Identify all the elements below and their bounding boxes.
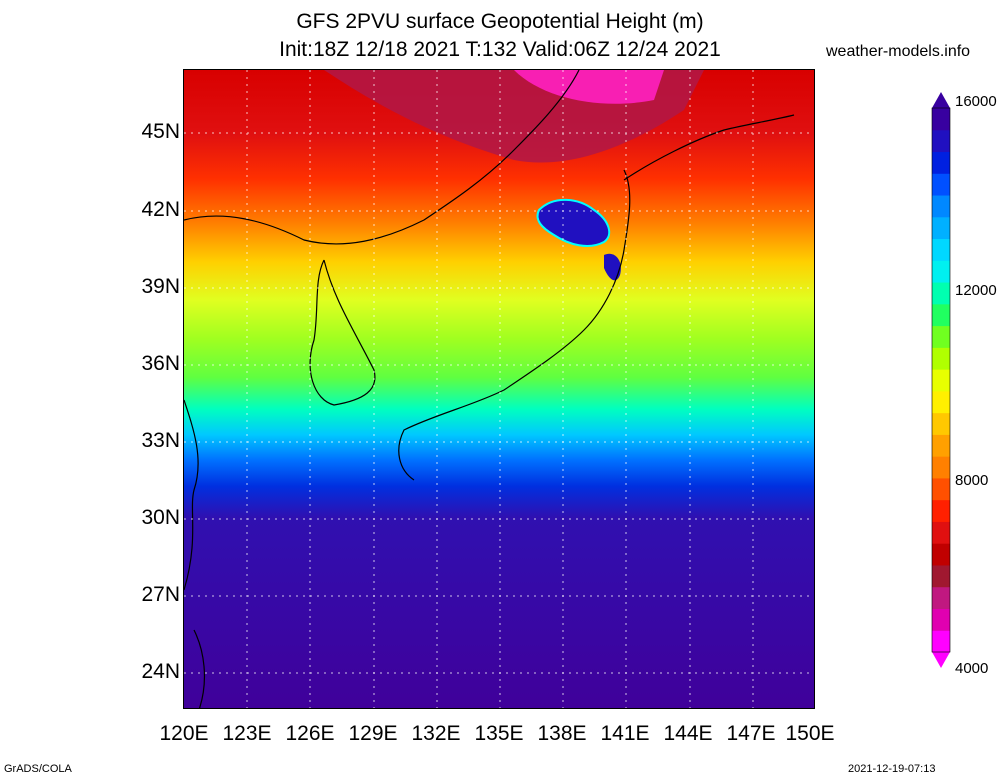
colorbar-band xyxy=(932,499,950,522)
colorbar-label-8000: 8000 xyxy=(955,472,989,489)
lon-label-132e: 132E xyxy=(411,722,461,745)
colorbar-min-arrow xyxy=(932,652,950,668)
colorbar-band xyxy=(932,325,950,348)
lon-label-144e: 144E xyxy=(663,722,713,745)
lon-label-123e: 123E xyxy=(222,722,272,745)
colorbar-band xyxy=(932,630,950,653)
colorbar-band xyxy=(932,282,950,305)
lon-label-135e: 135E xyxy=(474,722,524,745)
colorbar-band xyxy=(932,347,950,370)
lat-label-39n: 39N xyxy=(141,275,180,298)
colorbar-band xyxy=(932,477,950,501)
lon-label-141e: 141E xyxy=(600,722,650,745)
colorbar-max-arrow xyxy=(932,92,950,108)
lon-label-138e: 138E xyxy=(537,722,587,745)
lat-label-36n: 36N xyxy=(141,352,180,375)
colorbar-outline xyxy=(931,107,951,653)
colorbar-band xyxy=(932,543,950,566)
lat-label-30n: 30N xyxy=(141,506,180,529)
colorbar-band xyxy=(932,564,950,588)
colorbar-band xyxy=(932,412,950,435)
site-credit: weather-models.info xyxy=(826,43,971,60)
map-panel xyxy=(183,69,815,709)
footer-timestamp: 2021-12-19-07:13 xyxy=(848,763,936,775)
lat-label-45n: 45N xyxy=(141,120,180,143)
colorbar-band xyxy=(932,521,950,544)
colorbar-band xyxy=(932,238,950,261)
colorbar-band xyxy=(932,608,950,631)
lat-label-33n: 33N xyxy=(141,429,180,452)
colorbar-label-12000: 12000 xyxy=(955,282,997,299)
colorbar-band xyxy=(932,586,950,609)
lon-label-126e: 126E xyxy=(285,722,335,745)
lon-label-147e: 147E xyxy=(726,722,776,745)
colorbar-band xyxy=(932,456,950,479)
colorbar-band xyxy=(932,195,950,218)
lat-label-24n: 24N xyxy=(141,660,180,683)
colorbar-band xyxy=(932,369,950,392)
geopotential-field xyxy=(184,70,814,708)
colorbar-band xyxy=(932,434,950,457)
lat-label-42n: 42N xyxy=(141,198,180,221)
colorbar-band xyxy=(932,129,950,153)
colorbar-band xyxy=(932,108,950,131)
colorbar-label-16000: 16000 xyxy=(955,93,997,110)
map-title: GFS 2PVU surface Geopotential Height (m) xyxy=(296,10,704,33)
lon-label-129e: 129E xyxy=(348,722,398,745)
colorbar-band xyxy=(932,303,950,327)
colorbar-band xyxy=(932,151,950,174)
colorbar-band xyxy=(932,173,950,196)
footer-software: GrADS/COLA xyxy=(4,763,72,775)
colorbar xyxy=(931,92,951,668)
lon-label-120e: 120E xyxy=(159,722,209,745)
lon-label-150e: 150E xyxy=(785,722,835,745)
lat-label-27n: 27N xyxy=(141,583,180,606)
map-subtitle: Init:18Z 12/18 2021 T:132 Valid:06Z 12/2… xyxy=(279,38,721,61)
colorbar-band xyxy=(932,390,950,414)
colorbar-label-4000: 4000 xyxy=(955,660,989,677)
colorbar-band xyxy=(932,216,950,240)
colorbar-band xyxy=(932,260,950,283)
